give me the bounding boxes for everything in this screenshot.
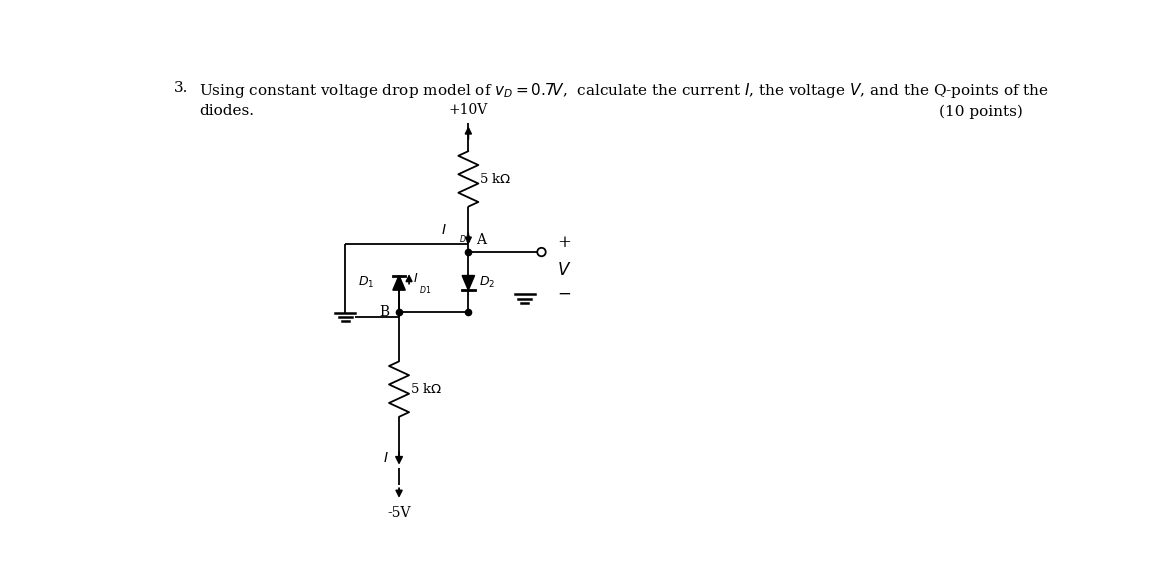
Polygon shape [462,275,475,290]
Text: 3.: 3. [174,81,188,95]
Text: $V$: $V$ [557,262,571,279]
Text: $I$: $I$ [383,451,389,465]
Text: $_{D1}$: $_{D1}$ [419,284,432,297]
Text: −: − [557,286,571,303]
Text: B: B [379,305,390,319]
Text: (10 points): (10 points) [939,104,1022,118]
Text: A: A [476,233,485,247]
Text: +10V: +10V [449,103,488,117]
Text: $I$: $I$ [441,223,447,237]
Text: $I$: $I$ [413,272,418,285]
Text: +: + [557,234,571,251]
Text: $D_2$: $D_2$ [480,275,495,291]
Text: $D_1$: $D_1$ [358,275,375,291]
Text: Using constant voltage drop model of $v_D = 0.7V$,  calculate the current $I$, t: Using constant voltage drop model of $v_… [198,81,1049,100]
Text: $_{D2}$: $_{D2}$ [459,233,471,246]
Text: -5V: -5V [387,506,411,520]
Text: 5 k$\Omega$: 5 k$\Omega$ [480,172,511,186]
Polygon shape [393,275,405,290]
Text: diodes.: diodes. [198,104,254,118]
Text: 5 k$\Omega$: 5 k$\Omega$ [410,382,442,396]
